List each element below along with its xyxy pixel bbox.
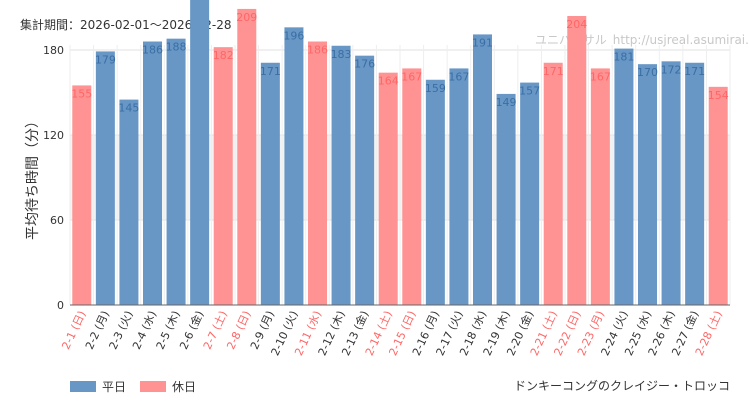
- bar: [260, 62, 280, 305]
- bar: [143, 41, 162, 305]
- data-label: 182: [213, 49, 234, 62]
- data-label: 145: [118, 102, 139, 115]
- y-axis-label: 平均待ち時間（分）: [25, 114, 41, 240]
- data-label: 171: [543, 65, 564, 78]
- data-label: 167: [401, 70, 422, 83]
- bar: [355, 55, 375, 305]
- bar: [590, 68, 610, 306]
- y-tick-label: 180: [43, 44, 64, 57]
- legend-holiday: 休日: [140, 378, 196, 395]
- legend-weekday: 平日: [70, 378, 126, 395]
- bar: [543, 62, 563, 305]
- data-label: 179: [95, 53, 116, 66]
- data-label: 196: [283, 29, 304, 42]
- data-label: 154: [708, 89, 729, 102]
- data-label: 204: [566, 18, 587, 31]
- bar: [378, 72, 398, 306]
- bar: [425, 79, 445, 305]
- bar: [614, 48, 634, 305]
- bar: [308, 41, 327, 305]
- bar: [708, 86, 728, 305]
- bar: [402, 68, 422, 306]
- bar: [237, 8, 257, 306]
- data-label: 209: [236, 11, 257, 24]
- watermark-url: http://usjreal.asumirai.info: [612, 33, 750, 47]
- data-label: 167: [448, 70, 469, 83]
- data-label: 167: [590, 70, 611, 83]
- bar: [119, 99, 139, 305]
- y-tick-label: 120: [43, 129, 64, 142]
- bar: [284, 27, 304, 305]
- legend-holiday-swatch: [140, 381, 167, 392]
- bar: [638, 64, 657, 306]
- bar: [95, 51, 115, 305]
- bar: [567, 16, 587, 305]
- bar: [449, 68, 469, 306]
- bar: [190, 0, 210, 305]
- data-label: 149: [496, 96, 517, 109]
- bar: [331, 45, 351, 305]
- axis: 2-1 (日)2-2 (月)2-3 (火)2-4 (水)2-5 (木)2-6 (…: [59, 304, 730, 358]
- legend-weekday-label: 平日: [102, 380, 127, 394]
- bar: [685, 62, 705, 305]
- data-label: 186: [142, 44, 163, 57]
- bar: [72, 85, 92, 306]
- data-label: 183: [331, 48, 352, 61]
- data-label: 191: [472, 36, 493, 49]
- data-label: 172: [661, 63, 682, 76]
- data-label: 157: [519, 85, 540, 98]
- legend-weekday-swatch: [70, 381, 96, 392]
- data-label: 171: [684, 65, 705, 78]
- data-label: 181: [613, 51, 634, 64]
- data-label: 159: [425, 82, 446, 95]
- bars: [72, 0, 728, 306]
- bar: [213, 47, 233, 306]
- attraction-name: ドンキーコングのクレイジー・トロッコ: [513, 379, 730, 393]
- data-label: 170: [637, 66, 658, 79]
- data-label: 171: [260, 65, 281, 78]
- data-label: 155: [71, 87, 92, 100]
- legend-holiday-label: 休日: [172, 380, 197, 394]
- data-label: 188: [166, 41, 187, 54]
- bar: [661, 61, 681, 306]
- data-label: 164: [378, 75, 399, 88]
- legend: 平日 休日: [70, 378, 210, 395]
- bar: [166, 38, 186, 306]
- bar: [473, 34, 492, 306]
- period-label: 集計期間：2026-02-01～2026-02-28: [20, 18, 232, 32]
- y-tick-label: 0: [57, 299, 64, 312]
- data-label: 176: [354, 58, 375, 71]
- bar: [496, 93, 516, 306]
- data-label: 186: [307, 44, 328, 57]
- bar: [520, 82, 540, 305]
- y-tick-label: 60: [50, 214, 64, 227]
